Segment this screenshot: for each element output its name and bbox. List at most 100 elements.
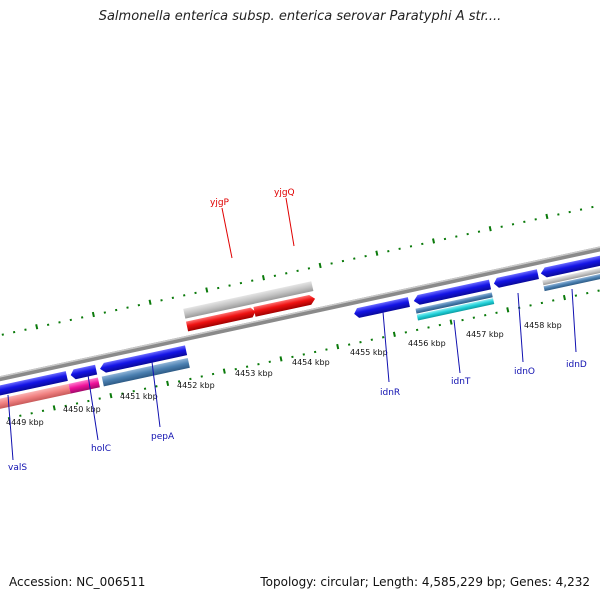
upper-tick-mark xyxy=(160,299,163,302)
genome-summary-text: Topology: circular; Length: 4,585,229 bp… xyxy=(260,575,590,589)
upper-tick-mark xyxy=(375,250,379,256)
ruler-tick-mark xyxy=(268,360,271,363)
ruler-tick-mark xyxy=(87,399,90,403)
gene-label-pepA[interactable]: pepA xyxy=(151,432,175,442)
upper-tick-mark xyxy=(341,259,345,263)
upper-gene-labels: yjgP yjgQ xyxy=(210,188,295,259)
gene-label-idnT[interactable]: idnT xyxy=(451,377,471,387)
ruler-tick-mark xyxy=(132,390,135,393)
ruler-tick-mark xyxy=(562,294,566,301)
upper-tick-mark xyxy=(69,318,73,322)
upper-tick-mark xyxy=(205,287,209,293)
ruler-tick-mark xyxy=(574,294,578,297)
ruler-label: 4456 kbp xyxy=(408,339,446,348)
upper-tick-mark xyxy=(545,213,549,220)
gene-arrow-idnR[interactable] xyxy=(353,297,410,319)
upper-tick-mark xyxy=(12,330,16,334)
gene-bar-steel-idnD[interactable] xyxy=(543,271,600,292)
gene-arrow-idnD[interactable] xyxy=(540,254,600,278)
ruler-tick-mark xyxy=(19,414,22,417)
ruler-tick-mark xyxy=(529,304,532,307)
gene-bar-gray[interactable] xyxy=(183,281,314,319)
upper-tick-mark xyxy=(46,323,50,326)
gene-label-idnD[interactable]: idnD xyxy=(566,360,587,370)
upper-tick-mark xyxy=(421,242,424,246)
upper-tick-mark xyxy=(387,250,390,253)
gene-arrow-idnO[interactable] xyxy=(493,269,539,288)
ruler-tick-mark xyxy=(279,356,283,362)
upper-tick-mark xyxy=(443,237,447,241)
upper-tick-mark xyxy=(285,272,288,275)
ruler-tick-mark xyxy=(302,353,305,356)
gene-label-idnR[interactable]: idnR xyxy=(380,388,400,398)
gene-bar-pink[interactable] xyxy=(0,383,71,414)
ruler-tick-mark xyxy=(359,340,362,344)
upper-tick-mark xyxy=(534,218,537,221)
ruler-label: 4455 kbp xyxy=(350,348,388,357)
upper-tick-mark xyxy=(455,235,458,238)
ruler-tick-mark xyxy=(427,326,430,329)
upper-tick-mark xyxy=(24,328,27,331)
gene-arrow-holC[interactable] xyxy=(70,364,98,380)
ruler-label: 4451 kbp xyxy=(120,392,158,401)
upper-tick-mark xyxy=(307,267,311,270)
ruler-tick-mark xyxy=(484,314,487,317)
ruler-tick-mark xyxy=(98,397,101,400)
ruler-tick-mark xyxy=(336,343,340,350)
ruler-tick-mark xyxy=(64,404,67,408)
upper-tick-mark xyxy=(488,226,492,232)
upper-tick-mark xyxy=(318,262,322,269)
ruler-label: 4450 kbp xyxy=(63,405,101,414)
ruler-tick-mark xyxy=(381,336,385,339)
upper-tick-mark xyxy=(477,230,481,233)
upper-tick-mark xyxy=(466,232,469,236)
upper-tick-mark xyxy=(80,316,84,319)
ruler-label: 4454 kbp xyxy=(292,358,330,367)
ruler-tick-mark xyxy=(404,331,408,334)
gene-bar-cyan[interactable] xyxy=(416,298,495,321)
ruler-tick-mark xyxy=(495,311,498,314)
upper-tick-mark xyxy=(251,279,254,282)
upper-tick-mark xyxy=(148,299,152,305)
gene-bar-steelblue[interactable] xyxy=(101,358,190,387)
lower-ruler-track xyxy=(7,289,600,420)
gene-label-yjgQ[interactable]: yjgQ xyxy=(274,188,295,198)
gene-bar-gray-idnD[interactable] xyxy=(542,265,600,286)
gene-arrow-yjgQ[interactable] xyxy=(253,294,316,317)
lower-gene-labels: valS holC pepA idnR idnT idnO idnD xyxy=(7,288,587,473)
ruler-tick-mark xyxy=(370,338,374,341)
gene-arrow-idnT[interactable] xyxy=(413,279,492,306)
upper-tick-mark xyxy=(591,205,594,209)
upper-tick-mark xyxy=(91,311,95,318)
gene-label-holC[interactable]: holC xyxy=(91,444,111,454)
upper-tick-mark xyxy=(568,210,571,214)
gene-label-yjgP[interactable]: yjgP xyxy=(210,198,230,208)
ruler-tick-mark xyxy=(234,367,237,371)
ruler-tick-mark xyxy=(392,331,396,337)
genome-title: Salmonella enterica subsp. enterica sero… xyxy=(98,9,502,24)
ruler-tick-mark xyxy=(245,365,249,368)
ruler-tick-mark xyxy=(415,328,419,332)
gene-arrow-pepA[interactable] xyxy=(99,345,188,373)
upper-tick-mark xyxy=(273,274,277,277)
gene-label-valS[interactable]: valS xyxy=(8,463,27,473)
upper-tick-mark xyxy=(126,306,129,309)
ruler-tick-mark xyxy=(189,377,192,381)
ruler-tick-mark xyxy=(222,368,226,374)
ruler-tick-mark xyxy=(597,289,600,292)
gene-label-idnO[interactable]: idnO xyxy=(514,367,535,377)
gene-arrow-valS[interactable] xyxy=(0,371,68,402)
upper-tick-mark xyxy=(398,247,401,250)
gene-bar-magenta[interactable] xyxy=(68,377,100,394)
ruler-tick-mark xyxy=(347,343,351,346)
ruler-tick-mark xyxy=(109,392,113,399)
ruler-tick-mark xyxy=(143,387,147,390)
gene-bar-steelblue-idnT[interactable] xyxy=(415,292,493,314)
ruler-label: 4452 kbp xyxy=(177,381,215,390)
ruler-tick-mark xyxy=(200,375,203,378)
ruler-tick-mark xyxy=(291,355,294,359)
ruler-label: 4458 kbp xyxy=(524,321,562,330)
ruler-tick-mark xyxy=(177,380,181,383)
gene-arrow-yjgP[interactable] xyxy=(185,307,257,332)
